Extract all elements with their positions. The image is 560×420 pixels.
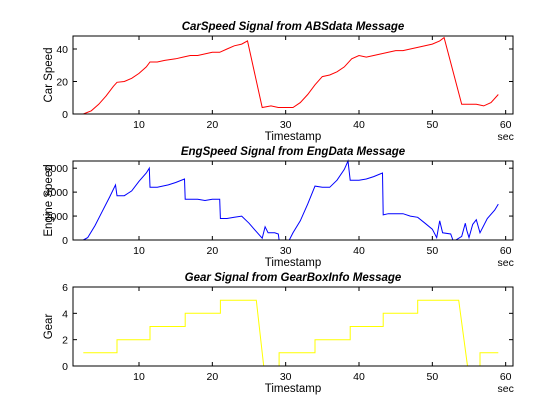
x-tick-label: 30 (280, 119, 292, 131)
y-axis-label: Gear (43, 314, 55, 340)
plot-area (73, 161, 513, 240)
x-tick-label: 30 (280, 371, 292, 383)
x-axis-label: Timestamp (265, 257, 321, 269)
y-tick-label: 4 (62, 308, 68, 320)
y-tick-label: 0 (62, 361, 68, 373)
x-tick-label: 10 (133, 371, 145, 383)
x-tick-label: 40 (353, 245, 365, 257)
y-axis-label: Car Speed (43, 48, 55, 103)
chart-panel-1: 10 20 30 40 50 60 0 2000 4000 6000 EngSpeed Signal… (43, 146, 514, 269)
y-tick-label: 0 (62, 109, 68, 121)
axes-box (72, 160, 514, 241)
x-axis-label: Timestamp (265, 131, 321, 143)
x-tick-label: 10 (133, 119, 145, 131)
y-tick-label: 6000 (45, 163, 69, 175)
x-axis-unit: sec (497, 383, 513, 395)
x-tick-label: 60 (500, 245, 512, 257)
y-tick-label: 2000 (45, 211, 69, 223)
chart-title: EngSpeed Signal from EngData Message (181, 146, 406, 158)
series-line-0 (83, 159, 499, 241)
y-tick-label: 6 (62, 282, 68, 294)
chart-panel-0: 10 20 30 40 50 60 0 20 40 CarSpeed Signal from AB… (43, 21, 514, 143)
y-tick-label: 0 (62, 235, 68, 247)
x-tick-label: 20 (206, 245, 218, 257)
plot-area (73, 287, 513, 366)
x-tick-label: 50 (426, 119, 438, 131)
y-axis-label: Engine Speed (43, 164, 55, 236)
x-tick-label: 20 (206, 371, 218, 383)
y-tick-label: 4000 (45, 187, 69, 199)
chart-title: CarSpeed Signal from ABSdata Message (182, 21, 405, 33)
x-axis-unit: sec (497, 257, 513, 269)
plot-area (73, 36, 513, 114)
x-tick-label: 10 (133, 245, 145, 257)
x-tick-label: 60 (500, 119, 512, 131)
axes-box (72, 286, 514, 367)
series-line-0 (83, 299, 499, 367)
y-tick-label: 2 (62, 335, 68, 347)
x-tick-label: 50 (426, 245, 438, 257)
y-tick-label: 20 (56, 77, 68, 89)
x-tick-label: 40 (353, 119, 365, 131)
x-tick-label: 40 (353, 371, 365, 383)
x-axis-unit: sec (497, 131, 513, 143)
x-tick-label: 60 (500, 371, 512, 383)
chart-panel-2: 10 20 30 40 50 60 0 2 4 6 Gear Signal from GearBox… (43, 272, 514, 395)
x-tick-label: 30 (280, 245, 292, 257)
series-line-0 (83, 36, 499, 115)
chart-title: Gear Signal from GearBoxInfo Message (185, 272, 402, 284)
x-tick-label: 20 (206, 119, 218, 131)
x-tick-label: 50 (426, 371, 438, 383)
x-axis-label: Timestamp (265, 383, 321, 395)
axes-box (72, 35, 514, 115)
y-tick-label: 40 (56, 44, 68, 56)
